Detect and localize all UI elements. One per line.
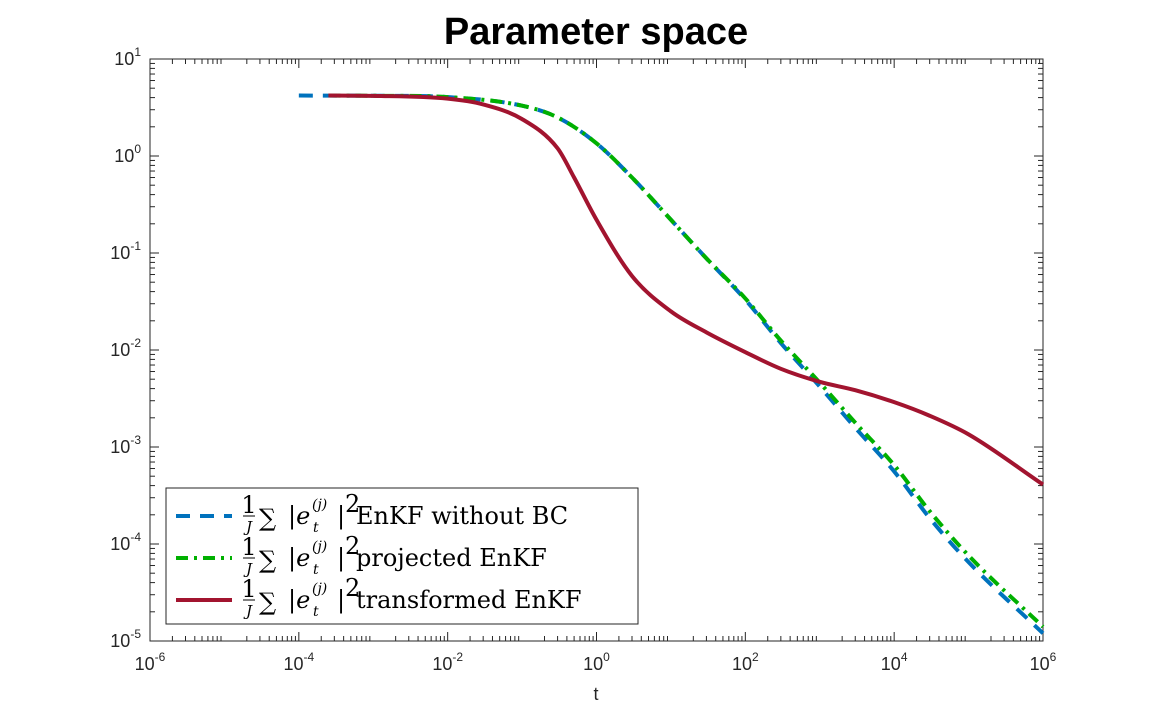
y-tick-label: 100 bbox=[114, 142, 141, 166]
x-tick-label-exponent: 0 bbox=[603, 650, 610, 664]
y-tick-label: 101 bbox=[114, 45, 141, 69]
x-tick-label-base: 10 bbox=[135, 654, 155, 674]
legend-error-term: |e bbox=[288, 502, 310, 531]
legend-subscript: t bbox=[313, 604, 319, 620]
y-tick-label-base: 10 bbox=[110, 631, 130, 651]
y-tick-label: 10-5 bbox=[110, 627, 141, 651]
y-tick-label: 10-2 bbox=[110, 336, 141, 360]
legend-sum-symbol: ∑ bbox=[259, 504, 276, 532]
y-tick-label-base: 10 bbox=[114, 146, 134, 166]
y-tick-label-exponent: -5 bbox=[130, 627, 141, 641]
x-tick-label: 106 bbox=[1030, 650, 1057, 674]
legend-fraction-numerator: 1 bbox=[241, 575, 256, 603]
legend-label: projected EnKF bbox=[356, 544, 547, 572]
legend-superscript: (j) bbox=[312, 581, 327, 597]
y-tick-label-exponent: 0 bbox=[134, 142, 141, 156]
y-tick-label: 10-1 bbox=[110, 239, 141, 263]
legend-error-term: |e bbox=[288, 586, 310, 615]
legend-fraction-denominator: J bbox=[243, 602, 253, 620]
y-tick-label-exponent: -2 bbox=[130, 336, 141, 350]
series-layer bbox=[298, 93, 1045, 635]
legend-box bbox=[165, 487, 639, 625]
x-tick-label: 10-4 bbox=[283, 650, 314, 674]
x-tick-label-exponent: -6 bbox=[155, 650, 166, 664]
x-tick-label-base: 10 bbox=[283, 654, 303, 674]
chart-title: Parameter space bbox=[444, 11, 748, 53]
y-tick-label-exponent: 1 bbox=[134, 45, 141, 59]
legend-fraction-denominator: J bbox=[243, 518, 253, 536]
y-tick-label: 10-3 bbox=[110, 433, 141, 457]
x-tick-label: 100 bbox=[583, 650, 610, 674]
legend-fraction-denominator: J bbox=[243, 560, 253, 578]
x-tick-label: 104 bbox=[881, 650, 908, 674]
y-tick-label-base: 10 bbox=[110, 340, 130, 360]
legend-fraction-numerator: 1 bbox=[241, 533, 256, 561]
x-tick-label-exponent: -2 bbox=[452, 650, 463, 664]
y-tick-label-base: 10 bbox=[114, 49, 134, 69]
legend-power: 2 bbox=[345, 532, 360, 560]
legend-label: EnKF without BC bbox=[356, 502, 568, 530]
x-tick-label-base: 10 bbox=[732, 654, 752, 674]
legend-label: transformed EnKF bbox=[356, 586, 582, 614]
x-tick-label-exponent: 2 bbox=[752, 650, 759, 664]
y-tick-label-exponent: -4 bbox=[130, 530, 141, 544]
y-tick-label: 10-4 bbox=[110, 530, 141, 554]
y-tick-label-base: 10 bbox=[110, 243, 130, 263]
legend-power: 2 bbox=[345, 490, 360, 518]
x-tick-label-exponent: 6 bbox=[1050, 650, 1057, 664]
legend-abs-bar: | bbox=[337, 502, 345, 531]
x-tick-label-exponent: -4 bbox=[304, 650, 315, 664]
series-line-projected-enkf bbox=[328, 93, 1045, 629]
x-tick-label: 102 bbox=[732, 650, 759, 674]
x-tick-labels: 10-6 10-4 10-2 100 102 104 106 bbox=[135, 650, 1057, 674]
x-tick-label-base: 10 bbox=[881, 654, 901, 674]
legend-error-term: |e bbox=[288, 544, 310, 573]
minor-ticks bbox=[150, 59, 1043, 641]
legend-subscript: t bbox=[313, 520, 319, 536]
legend-superscript: (j) bbox=[312, 539, 327, 555]
x-tick-label: 10-2 bbox=[432, 650, 463, 674]
legend-superscript: (j) bbox=[312, 497, 327, 513]
legend-abs-bar: | bbox=[337, 586, 345, 615]
major-ticks bbox=[149, 58, 1044, 642]
series-line-transformed-enkf bbox=[328, 93, 1045, 487]
legend-sum-symbol: ∑ bbox=[259, 546, 276, 574]
y-tick-label-exponent: -1 bbox=[130, 239, 141, 253]
y-tick-label-exponent: -3 bbox=[130, 433, 141, 447]
legend-power: 2 bbox=[345, 574, 360, 602]
legend-sum-symbol: ∑ bbox=[259, 588, 276, 616]
y-tick-label-base: 10 bbox=[110, 534, 130, 554]
x-tick-label-base: 10 bbox=[1030, 654, 1050, 674]
x-tick-label-exponent: 4 bbox=[901, 650, 908, 664]
x-tick-label-base: 10 bbox=[583, 654, 603, 674]
legend-fraction-numerator: 1 bbox=[241, 491, 256, 519]
legend-abs-bar: | bbox=[337, 544, 345, 573]
x-tick-label: 10-6 bbox=[135, 650, 166, 674]
x-axis-label: t bbox=[593, 684, 598, 704]
legend-subscript: t bbox=[313, 562, 319, 578]
x-tick-label-base: 10 bbox=[432, 654, 452, 674]
y-tick-label-base: 10 bbox=[110, 437, 130, 457]
